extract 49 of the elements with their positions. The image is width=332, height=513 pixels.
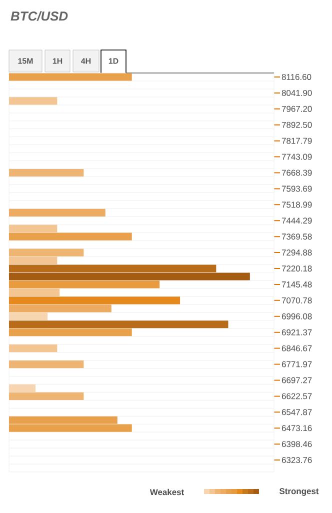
bar bbox=[9, 280, 160, 288]
y-tick-label: 6398.46 bbox=[282, 441, 312, 448]
y-tick-label: 6323.76 bbox=[282, 457, 312, 464]
bar bbox=[9, 168, 84, 177]
bar bbox=[9, 384, 36, 392]
bar bbox=[9, 312, 48, 320]
bar bbox=[9, 256, 58, 264]
bar bbox=[9, 224, 58, 232]
y-tick-label: 6473.16 bbox=[282, 425, 312, 432]
y-tick-label: 7070.78 bbox=[282, 297, 312, 304]
bar bbox=[9, 360, 84, 368]
y-tick-label: 7518.99 bbox=[282, 202, 312, 208]
bar bbox=[9, 304, 112, 312]
y-tick-label: 6771.97 bbox=[282, 361, 312, 368]
bar bbox=[9, 272, 250, 280]
y-tick-label: 6622.57 bbox=[282, 393, 312, 400]
bar bbox=[9, 392, 84, 400]
y-tick-label: 6846.67 bbox=[282, 345, 312, 352]
bar bbox=[9, 320, 228, 328]
bar bbox=[9, 264, 216, 272]
y-tick-label: 6996.08 bbox=[282, 313, 312, 320]
text: Strongest bbox=[279, 488, 319, 496]
y-tick-label: 8041.90 bbox=[282, 90, 312, 96]
y-tick-label: 7369.58 bbox=[282, 234, 312, 240]
bar bbox=[9, 73, 132, 81]
text: Weakest bbox=[150, 488, 184, 496]
y-tick-label: 7892.50 bbox=[282, 122, 312, 128]
y-tick-label: 7220.18 bbox=[282, 266, 312, 272]
bar bbox=[9, 232, 132, 240]
y-tick-label: 7444.29 bbox=[282, 218, 312, 224]
bar bbox=[9, 344, 58, 352]
bar bbox=[9, 248, 84, 256]
bar bbox=[9, 328, 132, 336]
y-tick-label: 6921.37 bbox=[282, 329, 312, 336]
y-tick-label: 7817.79 bbox=[282, 138, 312, 144]
y-tick-label: 7294.88 bbox=[282, 250, 312, 256]
y-tick-label: 7593.69 bbox=[282, 186, 312, 192]
chart-title: BTC/USD bbox=[10, 11, 68, 21]
y-tick-label: 7967.20 bbox=[282, 106, 312, 112]
bar bbox=[9, 288, 60, 296]
bar bbox=[9, 97, 58, 105]
y-tick-label: 7145.48 bbox=[282, 281, 312, 288]
bar bbox=[9, 296, 180, 304]
bar bbox=[9, 208, 106, 216]
y-tick-label: 7668.39 bbox=[282, 170, 312, 176]
y-tick-label: 8116.60 bbox=[282, 74, 312, 80]
y-tick-label: 6547.87 bbox=[282, 409, 312, 416]
y-tick-label: 6697.27 bbox=[282, 377, 312, 384]
y-tick-label: 7743.09 bbox=[282, 154, 312, 160]
